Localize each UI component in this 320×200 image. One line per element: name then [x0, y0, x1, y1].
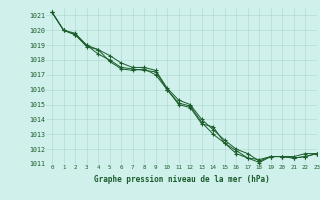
X-axis label: Graphe pression niveau de la mer (hPa): Graphe pression niveau de la mer (hPa) — [94, 175, 269, 184]
